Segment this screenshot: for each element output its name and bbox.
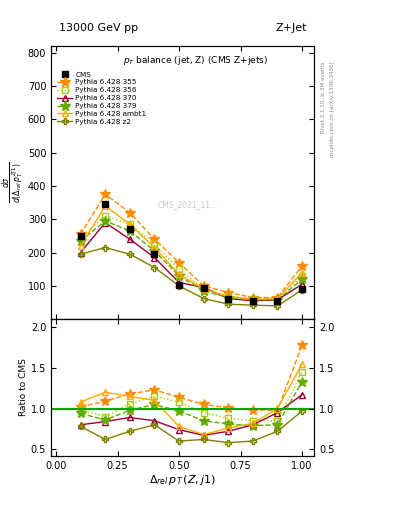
CMS xyxy=(103,201,108,207)
Pythia 6.428 379 xyxy=(226,294,231,301)
Pythia 6.428 356 xyxy=(177,266,182,272)
Pythia 6.428 ambt1 xyxy=(226,293,231,300)
Pythia 6.428 z2 xyxy=(103,244,108,250)
Pythia 6.428 355 xyxy=(250,294,255,301)
Pythia 6.428 356 xyxy=(250,296,255,302)
Pythia 6.428 370 xyxy=(275,297,280,303)
Pythia 6.428 ambt1 xyxy=(78,243,83,249)
Text: 13000 GeV pp: 13000 GeV pp xyxy=(59,23,138,33)
Pythia 6.428 356 xyxy=(226,293,231,299)
Pythia 6.428 370 xyxy=(201,285,206,291)
X-axis label: $\Delta_{rel}\,p_T\,(Z,j1)$: $\Delta_{rel}\,p_T\,(Z,j1)$ xyxy=(149,473,216,487)
Pythia 6.428 ambt1 xyxy=(127,221,132,227)
CMS xyxy=(226,295,231,302)
Pythia 6.428 ambt1 xyxy=(103,203,108,209)
Pythia 6.428 355 xyxy=(300,263,305,269)
Pythia 6.428 355 xyxy=(177,260,182,266)
Line: Pythia 6.428 ambt1: Pythia 6.428 ambt1 xyxy=(77,202,306,303)
Pythia 6.428 z2 xyxy=(177,283,182,289)
Text: Z+Jet: Z+Jet xyxy=(275,23,307,33)
Legend: CMS, Pythia 6.428 355, Pythia 6.428 356, Pythia 6.428 370, Pythia 6.428 379, Pyt: CMS, Pythia 6.428 355, Pythia 6.428 356,… xyxy=(57,72,147,125)
Pythia 6.428 z2 xyxy=(127,251,132,258)
Pythia 6.428 ambt1 xyxy=(201,286,206,292)
CMS xyxy=(250,298,255,304)
CMS xyxy=(201,285,206,291)
CMS xyxy=(127,226,132,232)
Pythia 6.428 370 xyxy=(78,249,83,255)
Text: mcplots.cern.ch [arXiv:1306.3436]: mcplots.cern.ch [arXiv:1306.3436] xyxy=(330,61,335,157)
Text: CMS_2021_11...: CMS_2021_11... xyxy=(158,200,218,209)
Line: Pythia 6.428 379: Pythia 6.428 379 xyxy=(76,216,307,305)
Pythia 6.428 379 xyxy=(152,248,157,254)
Pythia 6.428 355 xyxy=(201,283,206,289)
Pythia 6.428 379 xyxy=(300,276,305,282)
Line: CMS: CMS xyxy=(77,201,306,304)
Pythia 6.428 370 xyxy=(103,220,108,226)
Pythia 6.428 ambt1 xyxy=(250,296,255,302)
Pythia 6.428 z2 xyxy=(250,302,255,308)
Pythia 6.428 379 xyxy=(127,228,132,234)
Pythia 6.428 370 xyxy=(250,298,255,304)
Pythia 6.428 ambt1 xyxy=(275,295,280,302)
Text: $p_T$ balance (jet, Z) (CMS Z+jets): $p_T$ balance (jet, Z) (CMS Z+jets) xyxy=(123,54,268,67)
Pythia 6.428 356 xyxy=(78,234,83,241)
Line: Pythia 6.428 355: Pythia 6.428 355 xyxy=(76,189,307,303)
Pythia 6.428 356 xyxy=(275,297,280,303)
Pythia 6.428 ambt1 xyxy=(152,244,157,250)
CMS xyxy=(78,233,83,239)
CMS xyxy=(152,251,157,258)
Pythia 6.428 z2 xyxy=(201,295,206,302)
Pythia 6.428 355 xyxy=(226,289,231,295)
Pythia 6.428 355 xyxy=(103,191,108,197)
Pythia 6.428 z2 xyxy=(78,251,83,258)
Pythia 6.428 355 xyxy=(127,209,132,216)
CMS xyxy=(177,282,182,288)
Pythia 6.428 370 xyxy=(226,295,231,302)
Pythia 6.428 370 xyxy=(152,254,157,261)
Pythia 6.428 379 xyxy=(78,238,83,244)
Pythia 6.428 379 xyxy=(250,297,255,303)
Pythia 6.428 z2 xyxy=(275,303,280,309)
Y-axis label: $\frac{d\sigma}{d(\Delta_{rel}\,p_T^{Zj1})}$: $\frac{d\sigma}{d(\Delta_{rel}\,p_T^{Zj1… xyxy=(1,162,26,203)
Pythia 6.428 356 xyxy=(127,221,132,227)
CMS xyxy=(300,286,305,292)
CMS xyxy=(275,298,280,304)
Pythia 6.428 379 xyxy=(177,273,182,279)
Pythia 6.428 356 xyxy=(152,241,157,247)
Line: Pythia 6.428 356: Pythia 6.428 356 xyxy=(78,213,305,303)
Line: Pythia 6.428 z2: Pythia 6.428 z2 xyxy=(78,245,305,309)
Pythia 6.428 355 xyxy=(152,236,157,242)
Pythia 6.428 370 xyxy=(127,236,132,242)
Pythia 6.428 z2 xyxy=(300,287,305,293)
Pythia 6.428 ambt1 xyxy=(177,271,182,278)
Pythia 6.428 355 xyxy=(78,231,83,237)
Pythia 6.428 356 xyxy=(103,213,108,219)
Pythia 6.428 370 xyxy=(177,280,182,286)
Pythia 6.428 356 xyxy=(201,286,206,292)
Line: Pythia 6.428 370: Pythia 6.428 370 xyxy=(78,220,305,304)
Pythia 6.428 379 xyxy=(201,288,206,294)
Text: Rivet 3.1.10, ≥ 3M events: Rivet 3.1.10, ≥ 3M events xyxy=(320,61,325,133)
Y-axis label: Ratio to CMS: Ratio to CMS xyxy=(19,358,28,416)
Pythia 6.428 ambt1 xyxy=(300,269,305,275)
Pythia 6.428 z2 xyxy=(226,301,231,307)
Pythia 6.428 356 xyxy=(300,273,305,279)
Pythia 6.428 370 xyxy=(300,281,305,287)
Pythia 6.428 355 xyxy=(275,294,280,301)
Pythia 6.428 z2 xyxy=(152,265,157,271)
Pythia 6.428 379 xyxy=(103,218,108,224)
Pythia 6.428 379 xyxy=(275,297,280,303)
